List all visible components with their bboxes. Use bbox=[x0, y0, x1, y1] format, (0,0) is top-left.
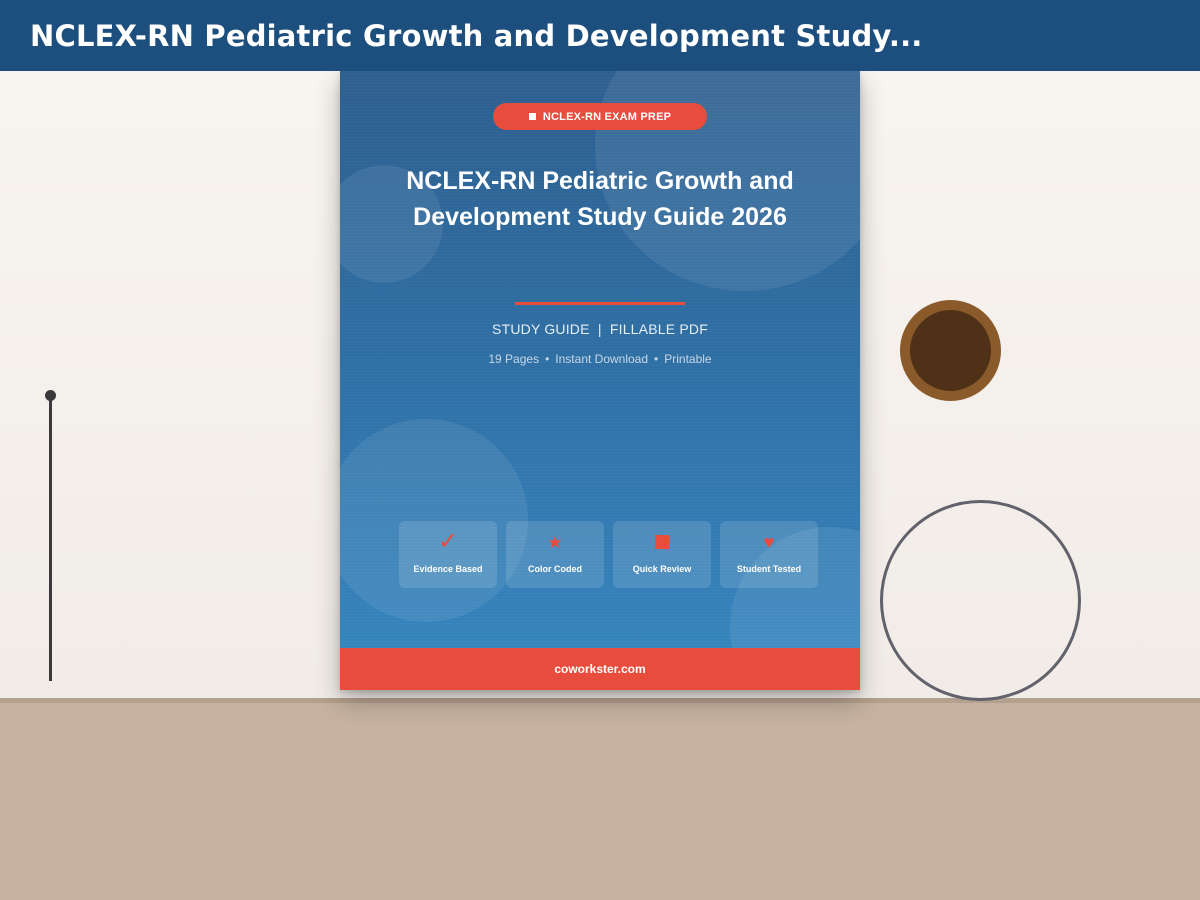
format-line: STUDY GUIDE | FILLABLE PDF bbox=[492, 321, 708, 337]
feature-list: ✓ Evidence Based ★ Color Coded Quick Rev… bbox=[399, 521, 818, 588]
feature-card-color-coded: ★ Color Coded bbox=[506, 521, 604, 588]
cover-title: NCLEX-RN Pediatric Growth and Developmen… bbox=[406, 167, 794, 231]
bullet-separator: • bbox=[654, 352, 659, 366]
download-type: Instant Download bbox=[555, 352, 649, 366]
heart-icon: ♥ bbox=[763, 532, 775, 552]
coffee-cup-icon bbox=[900, 300, 1001, 401]
page-header: NCLEX-RN Pediatric Growth and Developmen… bbox=[0, 0, 1200, 71]
product-cover: NCLEX-RN EXAM PREP NCLEX-RN Pediatric Gr… bbox=[340, 71, 860, 690]
page-title: NCLEX-RN Pediatric Growth and Developmen… bbox=[30, 18, 923, 53]
feature-label: Student Tested bbox=[736, 564, 802, 574]
title-divider bbox=[515, 302, 685, 305]
square-icon bbox=[528, 113, 536, 120]
feature-card-student-tested: ♥ Student Tested bbox=[720, 521, 818, 588]
exam-prep-badge: NCLEX-RN EXAM PREP bbox=[493, 103, 707, 130]
page-count: 19 Pages bbox=[488, 352, 540, 366]
feature-card-evidence-based: ✓ Evidence Based bbox=[399, 521, 497, 588]
feature-label: Color Coded bbox=[528, 564, 582, 574]
desk-surface bbox=[0, 703, 1200, 900]
coffee-surface bbox=[910, 310, 991, 391]
stand-knob-icon bbox=[45, 390, 56, 401]
feature-card-quick-review: Quick Review bbox=[613, 521, 711, 588]
decorative-circle bbox=[340, 419, 528, 622]
stand-pole bbox=[49, 396, 52, 681]
decorative-circle bbox=[340, 165, 443, 283]
badge-label: NCLEX-RN EXAM PREP bbox=[542, 110, 672, 123]
meta-line: 19 Pages • Instant Download • Printable bbox=[340, 352, 860, 366]
cover-footer-website: coworkster.com bbox=[340, 648, 860, 690]
square-icon bbox=[655, 529, 669, 555]
bullet-separator: • bbox=[545, 352, 550, 366]
star-icon: ★ bbox=[547, 532, 563, 552]
feature-label: Evidence Based bbox=[413, 564, 483, 574]
feature-label: Quick Review bbox=[632, 564, 692, 574]
ring-outline-icon bbox=[880, 500, 1081, 701]
desk-edge bbox=[0, 698, 1200, 703]
checkmark-icon: ✓ bbox=[437, 528, 459, 555]
print-format: Printable bbox=[664, 352, 712, 366]
